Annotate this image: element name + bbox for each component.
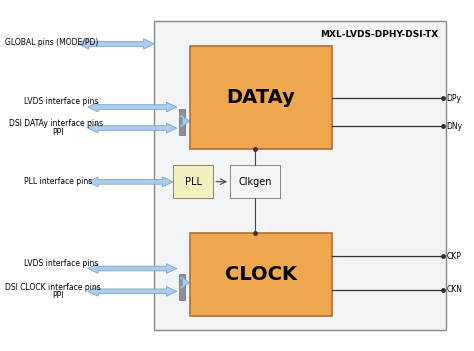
Polygon shape (179, 274, 185, 300)
Text: CKP: CKP (447, 252, 461, 261)
Text: DATAy: DATAy (226, 88, 295, 107)
Polygon shape (180, 276, 190, 290)
Text: PPI: PPI (52, 128, 64, 137)
Bar (190, 233, 332, 316)
Polygon shape (88, 123, 177, 133)
Text: DNy: DNy (447, 122, 463, 131)
Polygon shape (88, 177, 173, 187)
Text: GLOBAL pins (MODE/PD): GLOBAL pins (MODE/PD) (5, 38, 98, 47)
Polygon shape (88, 264, 177, 273)
Bar (173, 165, 213, 198)
Text: DSI DATAy interface pins: DSI DATAy interface pins (9, 119, 103, 128)
Polygon shape (180, 114, 190, 128)
Text: DSI CLOCK interface pins: DSI CLOCK interface pins (5, 283, 100, 292)
Text: MXL-LVDS-DPHY-DSI-TX: MXL-LVDS-DPHY-DSI-TX (320, 30, 438, 39)
Polygon shape (88, 286, 177, 296)
Text: Clkgen: Clkgen (238, 177, 272, 187)
Text: PLL interface pins: PLL interface pins (24, 177, 92, 186)
Text: PPI: PPI (52, 291, 64, 300)
Polygon shape (88, 102, 177, 112)
Polygon shape (78, 39, 154, 49)
Text: PLL: PLL (185, 177, 201, 187)
Text: CLOCK: CLOCK (225, 265, 297, 284)
Bar (230, 165, 280, 198)
Bar (190, 46, 332, 149)
Text: DPy: DPy (447, 94, 462, 103)
Bar (154, 21, 446, 330)
Polygon shape (179, 109, 185, 135)
Text: LVDS interface pins: LVDS interface pins (24, 97, 98, 106)
Text: CKN: CKN (447, 285, 463, 294)
Text: LVDS interface pins: LVDS interface pins (24, 259, 98, 269)
